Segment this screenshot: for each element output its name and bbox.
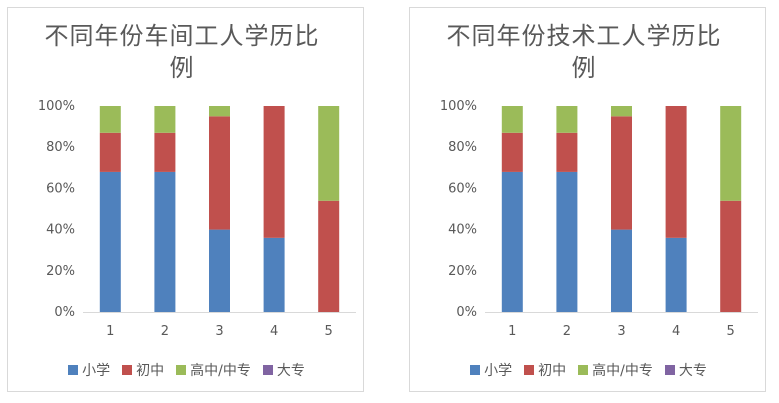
legend-label: 初中: [136, 363, 165, 379]
legend-item: 高中/中专: [176, 360, 251, 380]
legend-label: 初中: [538, 363, 567, 379]
x-tick-label: 1: [106, 324, 114, 339]
bar-segment: [154, 106, 176, 133]
bar-segment: [154, 171, 176, 312]
x-tick-label: 2: [161, 324, 169, 339]
bar-segment: [209, 106, 230, 117]
legend-label: 高中/中专: [592, 363, 653, 379]
y-tick-label: 60%: [46, 181, 75, 196]
legend-swatch: [578, 365, 589, 375]
chart-panel-technical: 不同年份技术工人学历比例 0% 20% 40% 60% 80% 100% 1 2 3 4 5 小学 …: [409, 7, 766, 392]
legend-item: 初中: [524, 360, 566, 380]
bar-segment: [556, 171, 578, 312]
chart-legend: 小学 初中 高中/中专 大专: [410, 360, 767, 380]
y-tick-label: 60%: [448, 181, 477, 196]
legend-swatch: [68, 365, 79, 375]
chart-plot: 0% 20% 40% 60% 80% 100% 1 2 3 4 5: [440, 99, 758, 339]
legend-label: 高中/中专: [190, 363, 251, 379]
y-tick-label: 0%: [456, 305, 477, 320]
legend-swatch: [470, 365, 481, 375]
legend-label: 大专: [678, 363, 707, 379]
bar-segment: [665, 106, 687, 238]
legend-swatch: [176, 365, 187, 375]
legend-item: 高中/中专: [578, 360, 653, 380]
legend-item: 大专: [664, 360, 707, 380]
x-tick-label: 3: [617, 324, 625, 339]
x-tick-label: 5: [727, 324, 735, 339]
y-tick-label: 80%: [448, 140, 477, 155]
legend-swatch: [262, 365, 273, 375]
bar-segment: [154, 132, 176, 172]
bar-segment: [501, 106, 523, 133]
chart-plot: 0% 20% 40% 60% 80% 100% 1 2 3 4 5: [38, 99, 356, 339]
bar-segment: [209, 116, 230, 230]
bar-segment: [556, 106, 578, 133]
bar-segment: [556, 132, 578, 172]
bar-segment: [263, 237, 285, 312]
legend-swatch: [664, 365, 675, 375]
x-tick-label: 4: [270, 324, 278, 339]
legend-swatch: [524, 365, 535, 375]
bar-segment: [611, 229, 632, 312]
legend-item: 大专: [262, 360, 305, 380]
y-tick-label: 0%: [54, 305, 75, 320]
bar-segment: [501, 132, 523, 172]
y-tick-label: 80%: [46, 140, 75, 155]
bar-segment: [318, 200, 340, 312]
legend-item: 初中: [122, 360, 164, 380]
bar-segment: [720, 200, 742, 312]
y-tick-label: 100%: [440, 99, 477, 114]
bar-segment: [99, 171, 121, 312]
bar-segment: [611, 116, 632, 230]
bar-segment: [209, 229, 230, 312]
bar-segment: [99, 106, 121, 133]
bar-segment: [665, 237, 687, 312]
x-tick-label: 3: [215, 324, 223, 339]
x-tick-label: 1: [508, 324, 516, 339]
legend-label: 小学: [82, 363, 111, 379]
bar-segment: [263, 106, 285, 238]
bar-segment: [318, 106, 340, 201]
chart-legend: 小学 初中 高中/中专 大专: [8, 360, 365, 380]
legend-item: 小学: [470, 360, 512, 380]
chart-panel-workshop: 不同年份车间工人学历比例 0% 20% 40% 60% 80% 100% 1 2 3 4 5 小学 …: [7, 7, 364, 392]
y-tick-label: 40%: [448, 223, 477, 238]
bar-segment: [611, 106, 632, 117]
bar-segment: [720, 106, 742, 201]
x-tick-label: 2: [563, 324, 571, 339]
y-tick-label: 100%: [38, 99, 75, 114]
bar-segment: [501, 171, 523, 312]
x-tick-label: 5: [325, 324, 333, 339]
bar-segment: [99, 132, 121, 172]
y-tick-label: 20%: [46, 264, 75, 279]
chart-title: 不同年份车间工人学历比例: [44, 22, 320, 82]
legend-label: 小学: [484, 363, 513, 379]
y-tick-label: 20%: [448, 264, 477, 279]
chart-title: 不同年份技术工人学历比例: [446, 22, 722, 82]
legend-item: 小学: [68, 360, 110, 380]
x-tick-label: 4: [672, 324, 680, 339]
legend-label: 大专: [276, 363, 305, 379]
y-tick-label: 40%: [46, 223, 75, 238]
legend-swatch: [122, 365, 133, 375]
